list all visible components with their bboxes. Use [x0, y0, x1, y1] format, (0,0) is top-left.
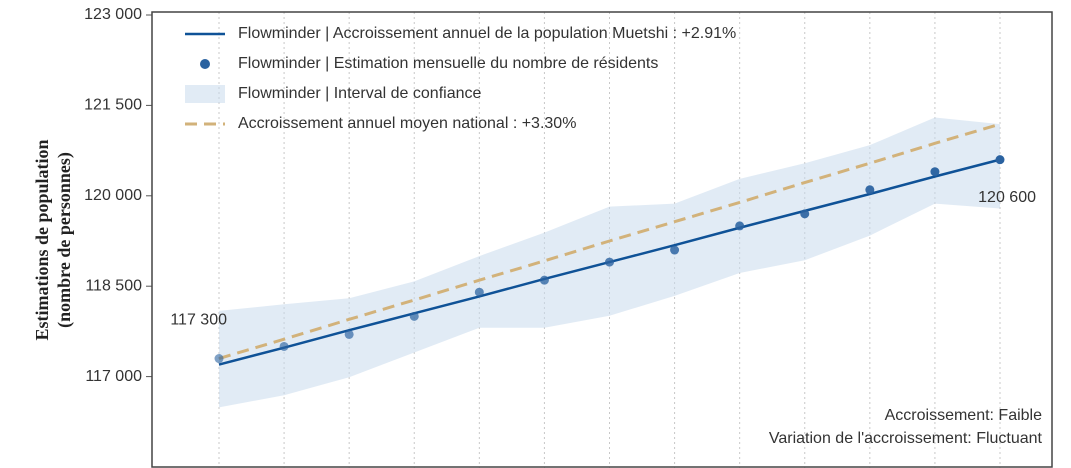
data-point: [800, 209, 810, 219]
data-point: [670, 245, 680, 255]
y-tick-label: 118 500: [85, 277, 142, 294]
plot-frame: [151, 11, 1053, 468]
data-point: [214, 354, 224, 364]
data-point: [605, 257, 614, 267]
legend-label: Accroissement annuel moyen national : +3…: [238, 115, 576, 132]
data-point: [865, 185, 875, 195]
national-line: [218, 122, 1001, 360]
y-axis-title: (nombre de personnes): [54, 152, 75, 328]
y-tick-label: 121 500: [84, 97, 142, 114]
y-tick-label: 117 000: [85, 368, 142, 385]
value-label: 120 600: [978, 189, 1036, 206]
data-point: [279, 341, 289, 351]
data-point: [474, 287, 484, 297]
annotation: Accroissement: Faible: [885, 407, 1042, 424]
data-point: [344, 329, 354, 339]
data-point: [539, 275, 549, 285]
plot: [214, 117, 1005, 408]
value-label: 117 300: [170, 312, 227, 329]
legend-label: Flowminder | Accroissement annuel de la …: [238, 25, 736, 42]
y-tick-label: 120 000: [84, 187, 142, 204]
legend-swatch: [185, 85, 225, 103]
y-tick-label: 123 000: [84, 6, 142, 23]
legend-label: Flowminder | Estimation mensuelle du nom…: [238, 55, 658, 72]
data-point: [409, 311, 419, 321]
legend-swatch: [200, 59, 210, 69]
legend-label: Flowminder | Interval de confiance: [238, 85, 481, 102]
data-point: [930, 167, 940, 177]
annotation: Variation de l'accroissement: Fluctuant: [769, 430, 1043, 447]
y-axis-title: Estimations de population: [32, 139, 52, 340]
data-point: [735, 221, 745, 231]
data-point: [995, 155, 1005, 165]
